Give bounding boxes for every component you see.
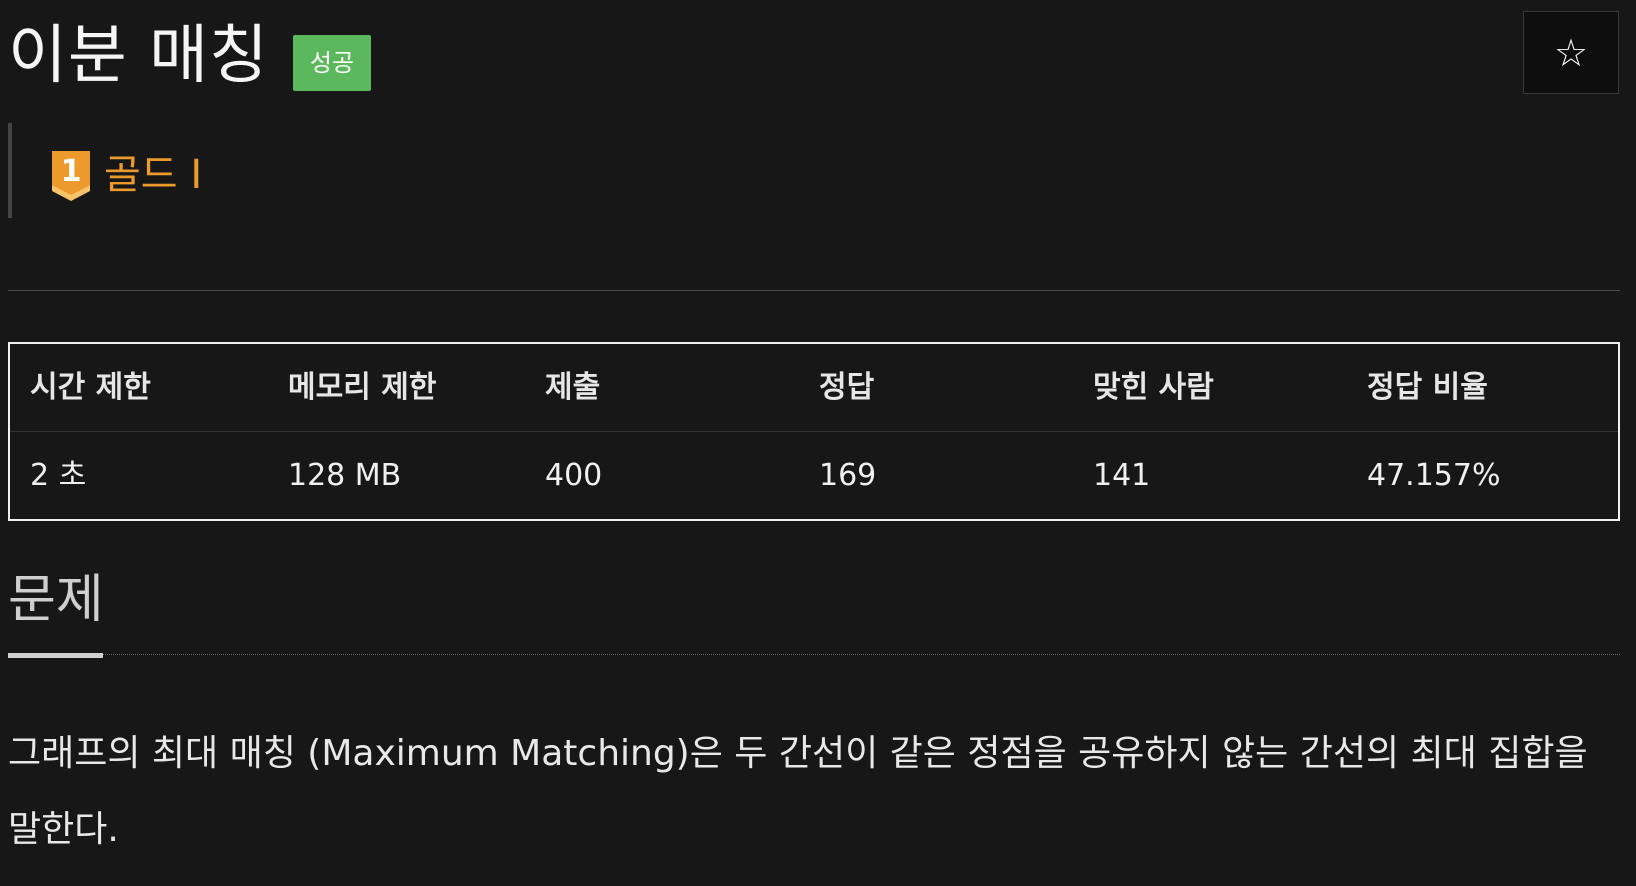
- star-icon: ☆: [1553, 30, 1589, 75]
- section-divider: [8, 654, 1620, 655]
- gold-tier-icon: 1: [52, 151, 90, 201]
- value-memory-limit: 128 MB: [288, 458, 402, 493]
- problem-description: 그래프의 최대 매칭 (Maximum Matching)은 두 간선이 같은 …: [8, 733, 1588, 850]
- header-submissions: 제출: [545, 370, 601, 405]
- tier-link[interactable]: 1 골드 I: [50, 149, 202, 201]
- table-row: 2 초 128 MB 400 169 141 47.157%: [10, 432, 1618, 519]
- header-solvers: 맞힌 사람: [1093, 370, 1214, 405]
- tier-block: 1 골드 I: [8, 123, 202, 218]
- problem-title: 이분 매칭: [8, 19, 269, 93]
- header-memory-limit: 메모리 제한: [288, 370, 437, 405]
- section-underline: [8, 653, 103, 658]
- header-accept-ratio: 정답 비율: [1367, 370, 1488, 405]
- tier-label: 골드 I: [104, 152, 203, 198]
- title-row: 이분 매칭 성공: [8, 16, 372, 96]
- header-accepted: 정답: [819, 370, 875, 405]
- status-badge: 성공: [292, 35, 372, 91]
- tier-number: 1: [61, 154, 82, 189]
- value-accept-ratio: 47.157%: [1367, 458, 1501, 493]
- value-submissions[interactable]: 400: [545, 458, 603, 493]
- favorite-star-button[interactable]: ☆: [1523, 11, 1619, 94]
- table-header-row: 시간 제한 메모리 제한 제출 정답 맞힌 사람 정답 비율: [10, 344, 1618, 432]
- problem-info-table: 시간 제한 메모리 제한 제출 정답 맞힌 사람 정답 비율 2 초 128 M…: [8, 342, 1620, 521]
- value-solvers[interactable]: 141: [1093, 458, 1151, 493]
- section-title-problem: 문제: [8, 570, 104, 630]
- value-time-limit: 2 초: [30, 458, 87, 493]
- divider: [8, 290, 1620, 291]
- header-time-limit: 시간 제한: [30, 370, 151, 405]
- value-accepted[interactable]: 169: [819, 458, 877, 493]
